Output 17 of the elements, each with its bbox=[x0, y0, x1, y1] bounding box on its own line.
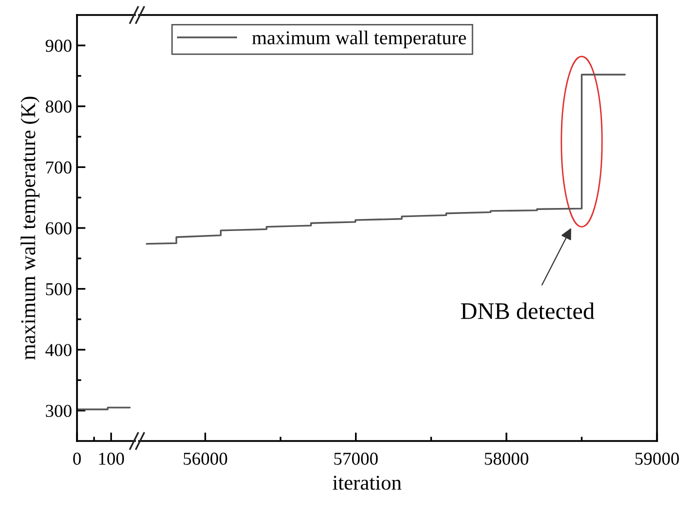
x-tick-label: 56000 bbox=[184, 452, 228, 465]
y-axis-title: maximum wall temperature (K) bbox=[20, 96, 40, 360]
x-axis-title: iteration bbox=[332, 476, 402, 490]
y-tick-label: 600 bbox=[46, 222, 72, 234]
legend-label: maximum wall temperature bbox=[252, 30, 466, 48]
y-tick-label: 500 bbox=[46, 283, 72, 296]
y-tick-label: 700 bbox=[46, 161, 72, 174]
y-tick-label: 300 bbox=[46, 404, 72, 418]
annotation: DNB detected bbox=[460, 302, 594, 320]
y-tick-label: 900 bbox=[46, 40, 72, 52]
x-tick-label: 59000 bbox=[635, 452, 679, 465]
x-tick-label: 58000 bbox=[484, 452, 528, 465]
y-tick-label: 400 bbox=[45, 344, 72, 356]
y-tick-label: 800 bbox=[46, 100, 72, 113]
x-tick-label: 57000 bbox=[334, 452, 378, 465]
x-tick-label: 0 bbox=[73, 452, 81, 465]
x-tick-label: 100 bbox=[99, 452, 124, 465]
